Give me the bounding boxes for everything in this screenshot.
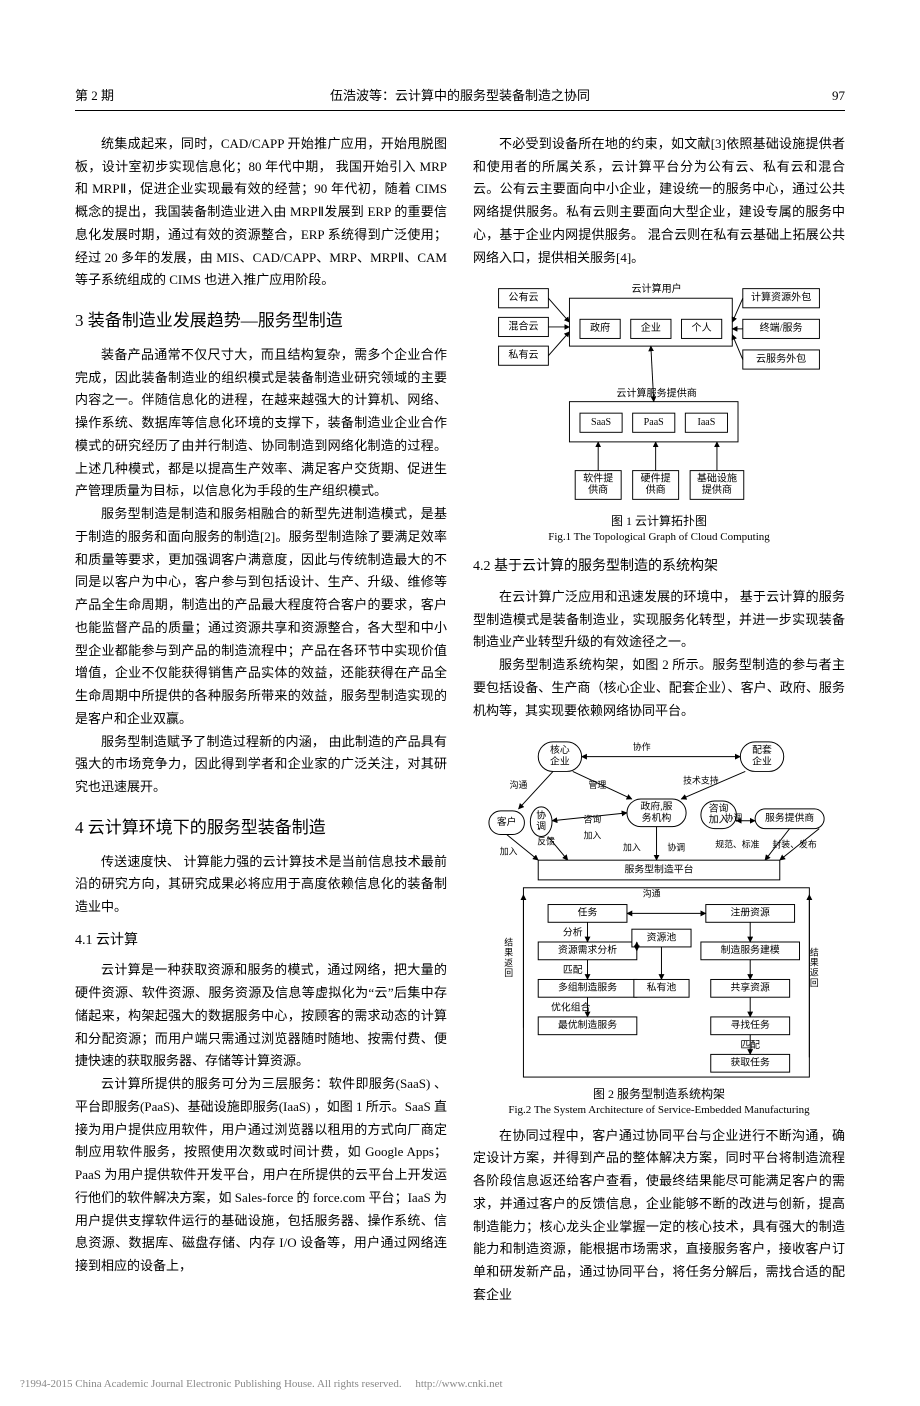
running-title: 伍浩波等：云计算中的服务型装备制造之协同 [195, 85, 725, 108]
svg-text:服务提供商: 服务提供商 [765, 811, 814, 824]
fig2-caption-en: Fig.2 The System Architecture of Service… [473, 1103, 845, 1118]
body-columns: 统集成起来，同时，CAD/CAPP 开始推广应用，开始甩脱图板，设计室初步实现信… [75, 133, 845, 1307]
svg-text:PaaS: PaaS [644, 417, 664, 428]
svg-text:返: 返 [810, 967, 819, 978]
sec41-p1: 云计算是一种获取资源和服务的模式，通过网络，把大量的硬件资源、软件资源、服务资源… [75, 959, 447, 1073]
svg-text:硬件提: 硬件提 [641, 473, 671, 485]
svg-text:加入: 加入 [584, 831, 602, 841]
svg-text:协: 协 [536, 809, 546, 822]
svg-text:私有云: 私有云 [508, 348, 538, 361]
svg-text:配套: 配套 [752, 744, 772, 757]
intro-para: 统集成起来，同时，CAD/CAPP 开始推广应用，开始甩脱图板，设计室初步实现信… [75, 133, 447, 292]
svg-text:云计算服务提供商: 云计算服务提供商 [616, 387, 696, 400]
svg-text:协调: 协调 [667, 842, 685, 853]
svg-text:混合云: 混合云 [508, 320, 538, 333]
issue-label: 第 2 期 [75, 85, 195, 108]
svg-text:果: 果 [504, 948, 513, 958]
svg-text:加入: 加入 [500, 847, 518, 857]
sec41-p2: 云计算所提供的服务可分为三层服务：软件即服务(SaaS) 、平台即服务(PaaS… [75, 1073, 447, 1278]
sec42-p2: 服务型制造系统构架，如图 2 所示。服务型制造的参与者主要包括设备、生产商（核心… [473, 654, 845, 722]
sec3-p3: 服务型制造赋予了制造过程新的内涵， 由此制造的产品具有强大的市场竞争力，因此得到… [75, 731, 447, 799]
running-header: 第 2 期 伍浩波等：云计算中的服务型装备制造之协同 97 [75, 85, 845, 111]
svg-text:客户: 客户 [497, 815, 517, 828]
svg-text:供商: 供商 [588, 483, 608, 496]
svg-text:制造服务建模: 制造服务建模 [721, 944, 780, 957]
fig2-caption-zh: 图 2 服务型制造系统构架 [593, 1087, 725, 1101]
fig1-caption: 图 1 云计算拓扑图 Fig.1 The Topological Graph o… [473, 513, 845, 545]
fig1-caption-en: Fig.1 The Topological Graph of Cloud Com… [473, 530, 845, 545]
svg-text:企业: 企业 [752, 755, 772, 768]
svg-text:务机构: 务机构 [642, 811, 672, 824]
svg-text:云计算用户: 云计算用户 [631, 282, 681, 295]
svg-text:寻找任务: 寻找任务 [731, 1019, 771, 1032]
fig1-caption-zh: 图 1 云计算拓扑图 [611, 514, 707, 528]
svg-text:企业: 企业 [641, 321, 661, 334]
fig2-caption: 图 2 服务型制造系统构架 Fig.2 The System Architect… [473, 1086, 845, 1118]
sec41-title: 4.1 云计算 [75, 929, 447, 954]
svg-text:资源需求分析: 资源需求分析 [558, 944, 617, 957]
svg-text:匹配: 匹配 [563, 964, 583, 976]
svg-text:核心: 核心 [550, 744, 570, 757]
svg-text:加入: 加入 [623, 843, 641, 853]
svg-text:IaaS: IaaS [697, 417, 715, 428]
sec42-title: 4.2 基于云计算的服务型制造的系统构架 [473, 555, 845, 580]
svg-text:任务: 任务 [578, 906, 598, 919]
svg-text:私有池: 私有池 [647, 981, 677, 994]
svg-text:SaaS: SaaS [591, 417, 611, 428]
sec42-p3: 在协同过程中，客户通过协同平台与企业进行不断沟通，确定设计方案，并得到产品的整体… [473, 1125, 845, 1307]
svg-text:共享资源: 共享资源 [731, 981, 771, 994]
sec42-p1: 在云计算广泛应用和迅速发展的环境中， 基于云计算的服务型制造模式是装备制造业，实… [473, 586, 845, 654]
svg-text:服务型制造平台: 服务型制造平台 [625, 863, 694, 876]
svg-text:果: 果 [810, 958, 819, 968]
svg-text:协作: 协作 [633, 741, 651, 752]
svg-text:注册资源: 注册资源 [731, 906, 771, 919]
sec3-p2: 服务型制造是制造和服务相融合的新型先进制造模式，是基于制造的服务和面向服务的制造… [75, 503, 447, 731]
svg-text:多组制造服务: 多组制造服务 [558, 981, 617, 994]
svg-text:沟通: 沟通 [510, 780, 528, 791]
sec4-title: 4 云计算环境下的服务型装备制造 [75, 813, 447, 843]
sec3-p1: 装备产品通常不仅尺寸大，而且结构复杂，需多个企业合作完成，因此装备制造业的组织模… [75, 344, 447, 503]
page-number: 97 [725, 85, 845, 108]
svg-text:获取任务: 获取任务 [731, 1056, 771, 1069]
svg-text:云服务外包: 云服务外包 [756, 352, 806, 365]
svg-text:分析: 分析 [563, 926, 583, 939]
svg-text:企业: 企业 [550, 755, 570, 768]
svg-text:公有云: 公有云 [508, 291, 538, 304]
svg-text:计算资源外包: 计算资源外包 [751, 291, 811, 304]
svg-text:政府,服: 政府,服 [641, 800, 673, 813]
footer-url: http://www.cnki.net [415, 1378, 502, 1390]
svg-text:管理: 管理 [589, 780, 607, 791]
svg-text:个人: 个人 [692, 322, 712, 334]
svg-text:优化组合: 优化组合 [551, 1001, 591, 1014]
page-footer: ?1994-2015 China Academic Journal Electr… [0, 1347, 920, 1406]
svg-text:沟通: 沟通 [643, 888, 661, 899]
svg-text:资源池: 资源池 [647, 931, 677, 944]
figure-1: 公有云混合云私有云 云计算用户政府 企业 个人 计算资源外包终端/服务云服务外包云计算服… [473, 279, 845, 545]
svg-text:供商: 供商 [646, 483, 666, 496]
svg-text:规范、标准: 规范、标准 [715, 839, 759, 850]
svg-text:结: 结 [810, 947, 819, 958]
right-top-para: 不必受到设备所在地的约束，如文献[3]依照基础设施提供者和使用者的所属关系，云计… [473, 133, 845, 270]
svg-text:技术支持: 技术支持 [683, 775, 719, 786]
svg-text:调: 调 [536, 821, 546, 833]
sec3-title: 3 装备制造业发展趋势—服务型制造 [75, 306, 447, 336]
sec4-p1: 传送速度快、 计算能力强的云计算技术是当前信息技术最前沿的研究方向，其研究成果必… [75, 851, 447, 919]
svg-text:返: 返 [504, 957, 513, 968]
svg-text:最优制造服务: 最优制造服务 [558, 1019, 617, 1032]
svg-text:基础设施: 基础设施 [697, 472, 737, 485]
figure-2: 核心企业配套企业客户协调政府,服务机构咨询加入服务提供商服务型制造平台任务分析资… [473, 732, 845, 1118]
svg-text:政府: 政府 [590, 321, 610, 334]
svg-text:结: 结 [504, 937, 513, 948]
footer-copyright: ?1994-2015 China Academic Journal Electr… [20, 1378, 402, 1390]
svg-text:软件提: 软件提 [583, 472, 613, 485]
svg-text:回: 回 [810, 978, 819, 988]
svg-text:提供商: 提供商 [702, 483, 732, 496]
svg-text:回: 回 [504, 969, 513, 979]
svg-text:终端/服务: 终端/服务 [760, 321, 803, 334]
